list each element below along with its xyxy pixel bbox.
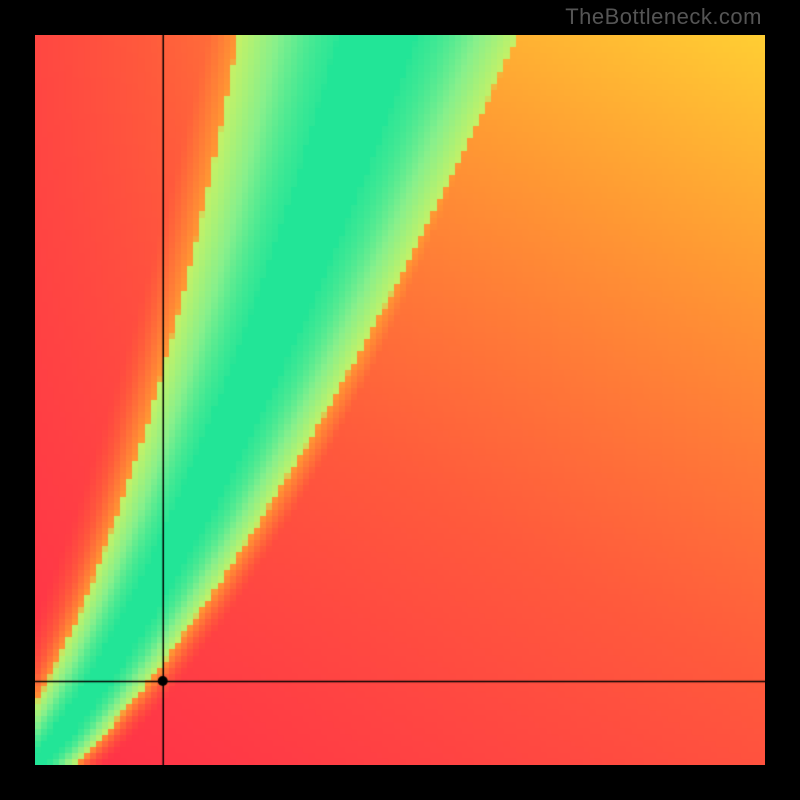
plot-area [35,35,765,765]
chart-frame: TheBottleneck.com [0,0,800,800]
watermark-text: TheBottleneck.com [565,4,762,30]
crosshair-overlay [35,35,765,765]
